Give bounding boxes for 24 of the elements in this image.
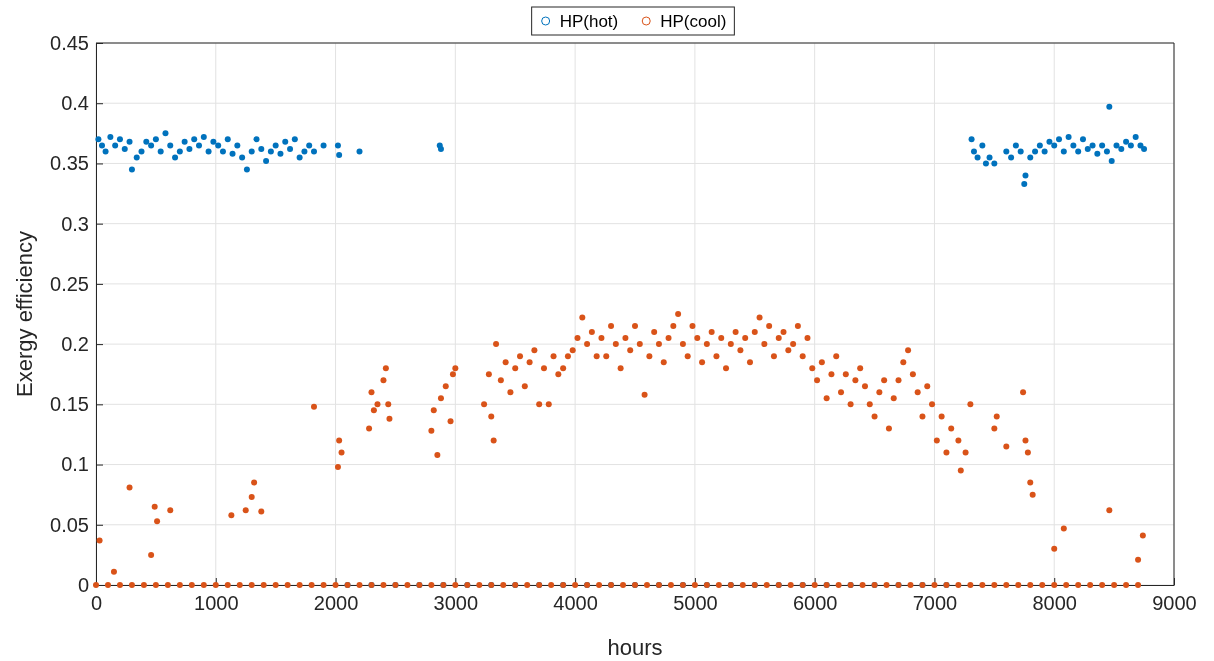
y-tick-label: 0.2	[61, 333, 89, 356]
x-tick-label: 5000	[673, 592, 718, 614]
y-tick-label: 0.4	[61, 92, 89, 115]
legend-label: HP(cool)	[660, 12, 727, 31]
x-tick-label: 8000	[1032, 592, 1077, 614]
x-tick-label: 9000	[1152, 592, 1197, 614]
x-tick-label: 2000	[313, 592, 359, 614]
x-tick-label: 7000	[912, 592, 958, 614]
x-tick-label: 6000	[792, 592, 838, 614]
legend-label: HP(hot)	[559, 12, 619, 31]
x-axis-title: hours	[607, 635, 663, 660]
y-tick-label: 0.25	[50, 272, 89, 295]
y-tick-label: 0.45	[50, 31, 89, 54]
y-axis-title: Exergy efficiency	[12, 231, 37, 397]
y-tick-label: 0.05	[50, 513, 89, 536]
y-tick-label: 0.1	[61, 453, 89, 476]
x-tick-label: 1000	[194, 592, 239, 614]
x-tick-label: 4000	[553, 592, 598, 614]
y-tick-label: 0.3	[61, 212, 89, 235]
y-tick-label: 0.15	[50, 393, 89, 416]
x-tick-label: 0	[90, 592, 103, 614]
y-tick-label: 0.35	[50, 152, 89, 175]
x-tick-label: 3000	[433, 592, 479, 614]
y-tick-label: 0	[77, 573, 89, 596]
